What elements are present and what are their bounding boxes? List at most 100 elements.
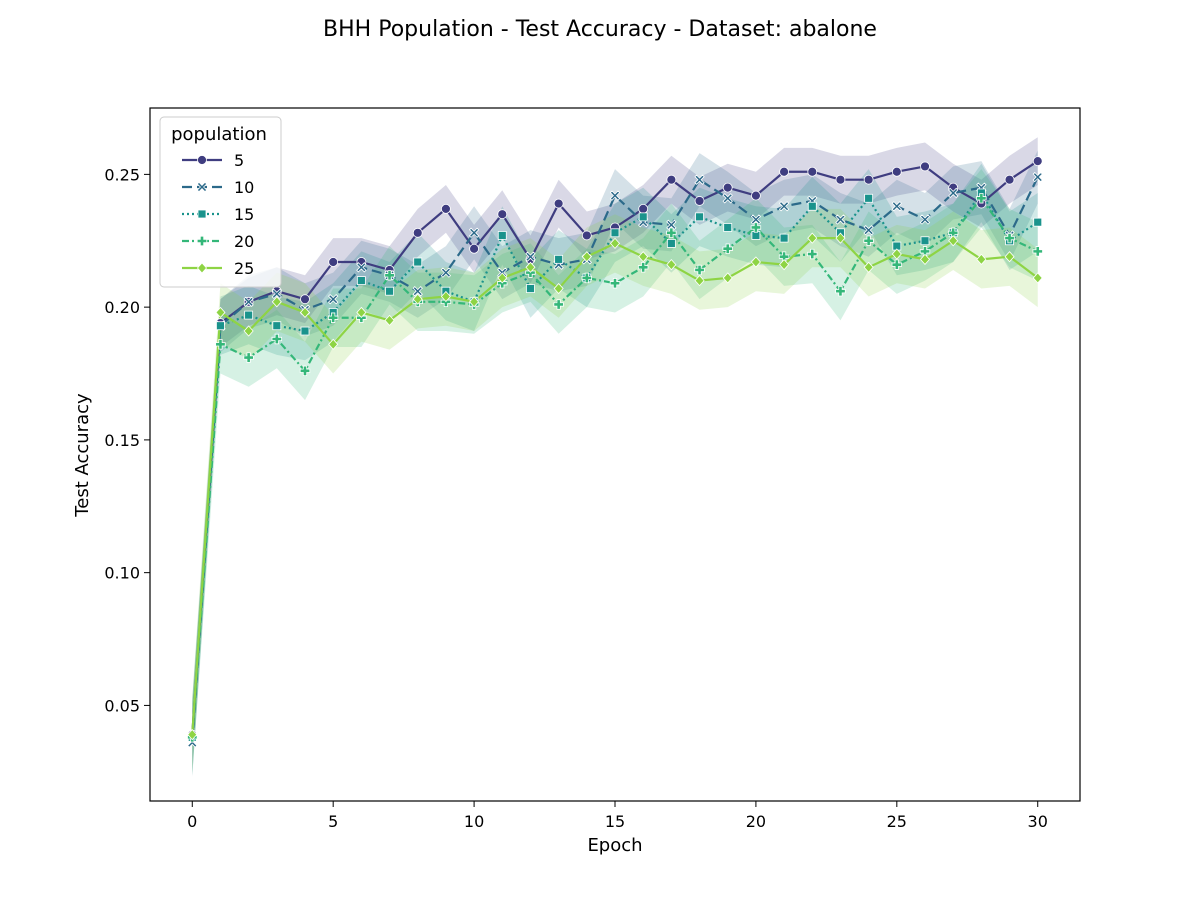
data-point-5 <box>1004 174 1015 185</box>
data-point-5 <box>835 174 846 185</box>
data-point-5 <box>497 209 508 220</box>
data-point-10 <box>919 214 931 225</box>
data-point-15 <box>807 201 817 211</box>
data-point-15 <box>554 254 564 264</box>
data-point-25 <box>356 306 367 319</box>
x-tick-label: 0 <box>187 812 197 831</box>
data-point-25 <box>469 296 480 308</box>
x-axis-ticks: 0 5 10 15 20 25 30 <box>187 801 1048 831</box>
data-point-5 <box>412 227 423 238</box>
data-point-15 <box>244 310 254 320</box>
data-point-5 <box>779 166 789 177</box>
data-point-20 <box>243 352 254 363</box>
data-point-25 <box>187 729 198 741</box>
data-point-5 <box>722 182 733 193</box>
data-point-15 <box>356 276 366 285</box>
data-point-25 <box>807 232 818 244</box>
x-tick-label: 25 <box>887 812 907 831</box>
data-point-10 <box>778 201 790 212</box>
data-point-10 <box>666 219 677 230</box>
data-point-10 <box>525 251 536 262</box>
legend: population 5 10 15 20 25 <box>159 116 282 288</box>
legend-marker-10 <box>196 181 208 193</box>
data-point-10 <box>356 262 367 273</box>
data-point-15 <box>300 326 310 336</box>
y-tick-label: 0.25 <box>104 165 140 184</box>
data-point-25 <box>1032 272 1043 284</box>
data-point-5 <box>920 161 930 172</box>
series-markers <box>187 156 1043 748</box>
data-point-25 <box>948 235 959 247</box>
data-point-25 <box>919 253 931 265</box>
data-point-15 <box>920 236 930 246</box>
data-point-20 <box>553 299 564 310</box>
data-point-25 <box>750 256 761 268</box>
data-point-10 <box>891 201 902 212</box>
data-point-20 <box>215 339 226 350</box>
data-point-20 <box>299 365 311 377</box>
data-point-15 <box>497 231 507 240</box>
data-point-20 <box>637 262 649 273</box>
data-point-25 <box>299 306 311 319</box>
data-point-15 <box>216 321 225 331</box>
data-point-20 <box>807 248 818 260</box>
data-point-10 <box>243 296 254 307</box>
legend-label-5: 5 <box>234 151 244 170</box>
legend-title: population <box>171 124 267 145</box>
data-point-5 <box>581 230 592 241</box>
data-point-25 <box>243 325 254 337</box>
data-point-10 <box>948 187 959 199</box>
data-point-20 <box>863 235 874 246</box>
data-point-15 <box>638 212 648 222</box>
confidence-band-25 <box>192 208 1038 773</box>
legend-label-10: 10 <box>234 178 254 197</box>
legend-label-25: 25 <box>234 259 254 278</box>
legend-marker-25 <box>196 262 208 274</box>
data-point-20 <box>722 243 733 254</box>
data-point-10 <box>722 193 733 204</box>
x-tick-label: 5 <box>328 812 338 831</box>
data-point-20 <box>384 270 395 281</box>
data-point-20 <box>327 312 339 323</box>
data-point-25 <box>835 232 846 244</box>
data-point-10 <box>863 224 874 236</box>
data-point-20 <box>750 222 762 233</box>
data-point-10 <box>440 267 452 278</box>
data-point-25 <box>609 237 621 250</box>
data-point-15 <box>413 257 423 267</box>
data-point-25 <box>863 261 874 273</box>
data-point-5 <box>694 196 705 206</box>
data-point-20 <box>976 193 987 204</box>
confidence-band-10 <box>192 150 1038 778</box>
data-point-15 <box>1033 217 1043 227</box>
data-point-5 <box>666 174 677 185</box>
data-point-25 <box>328 338 339 350</box>
data-point-10 <box>694 174 705 185</box>
confidence-band-15 <box>192 163 1038 776</box>
y-tick-label: 0.20 <box>104 298 140 317</box>
legend-label-15: 15 <box>234 205 254 224</box>
data-point-15 <box>385 286 394 296</box>
data-point-20 <box>666 227 677 238</box>
data-point-25 <box>638 251 649 263</box>
data-point-15 <box>864 193 874 203</box>
legend-label-20: 20 <box>234 232 254 251</box>
y-tick-label: 0.05 <box>104 696 140 715</box>
data-point-10 <box>412 286 423 297</box>
chart-title: BHH Population - Test Accuracy - Dataset… <box>323 17 877 42</box>
x-tick-label: 15 <box>605 812 625 831</box>
data-point-5 <box>863 174 874 185</box>
data-point-5 <box>807 166 818 177</box>
data-point-5 <box>328 257 339 267</box>
data-point-10 <box>835 214 846 225</box>
data-point-25 <box>1004 251 1015 263</box>
data-point-15 <box>526 284 535 293</box>
legend-marker-5 <box>197 155 207 165</box>
data-point-15 <box>272 321 282 331</box>
y-tick-label: 0.15 <box>104 431 140 450</box>
data-point-20 <box>694 264 705 276</box>
data-point-5 <box>300 294 310 305</box>
data-point-20 <box>891 259 903 270</box>
data-point-5 <box>441 203 451 214</box>
data-point-5 <box>891 166 902 177</box>
